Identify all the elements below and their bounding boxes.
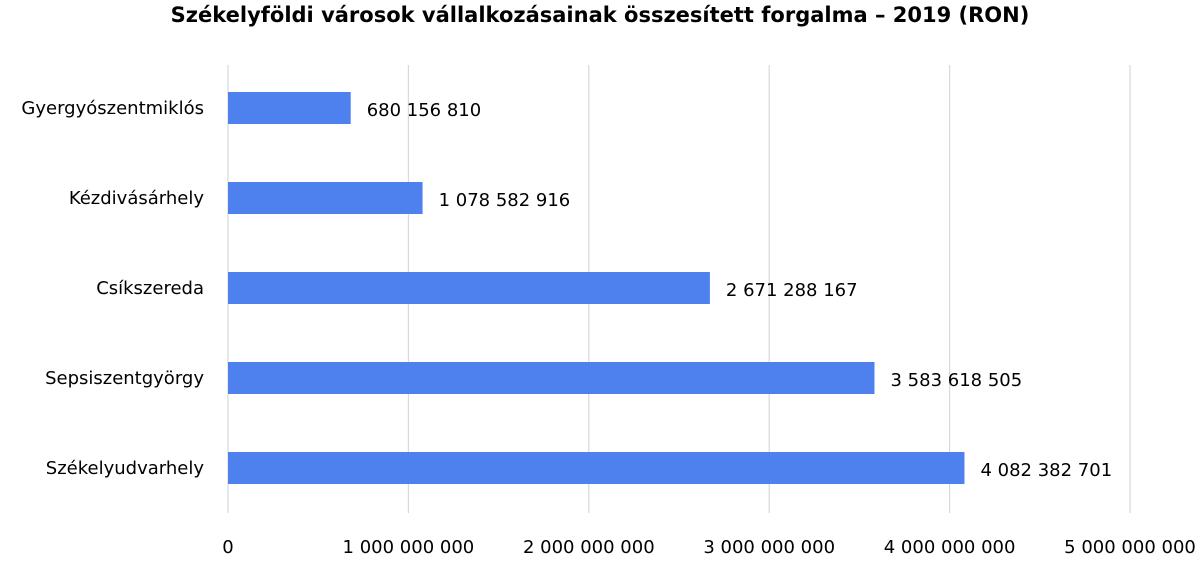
x-tick-label: 5 000 000 000: [1064, 537, 1196, 558]
category-label: Székelyudvarhely: [46, 458, 205, 479]
data-label: 4 082 382 701: [980, 460, 1112, 481]
chart-title: Székelyföldi városok vállalkozásainak ös…: [171, 3, 1030, 27]
category-label: Sepsiszentgyörgy: [45, 368, 204, 389]
category-label: Csíkszereda: [96, 278, 204, 299]
x-axis-tick-labels: 0 1 000 000 000 2 000 000 000 3 000 000 000…: [222, 537, 1196, 558]
bar: [228, 452, 965, 484]
category-labels: Gyergyószentmiklós Kézdivásárhely Csíkszer…: [21, 98, 204, 479]
bar: [228, 182, 423, 214]
category-label: Gyergyószentmiklós: [21, 98, 204, 119]
data-label: 680 156 810: [367, 100, 482, 121]
data-labels: 680 156 810 1 078 582 916 2 671 288 167 3 5…: [367, 100, 1112, 481]
x-tick-label: 3 000 000 000: [703, 537, 835, 558]
x-tick-label: 2 000 000 000: [523, 537, 655, 558]
data-label: 2 671 288 167: [726, 280, 858, 301]
bar: [228, 362, 875, 394]
x-tick-label: 1 000 000 000: [343, 537, 475, 558]
bar: [228, 272, 710, 304]
bar: [228, 92, 351, 124]
x-tick-label: 0: [222, 537, 233, 558]
data-label: 1 078 582 916: [439, 190, 571, 211]
bars: [228, 92, 965, 484]
x-tick-label: 4 000 000 000: [884, 537, 1016, 558]
category-label: Kézdivásárhely: [69, 188, 205, 209]
data-label: 3 583 618 505: [890, 370, 1022, 391]
